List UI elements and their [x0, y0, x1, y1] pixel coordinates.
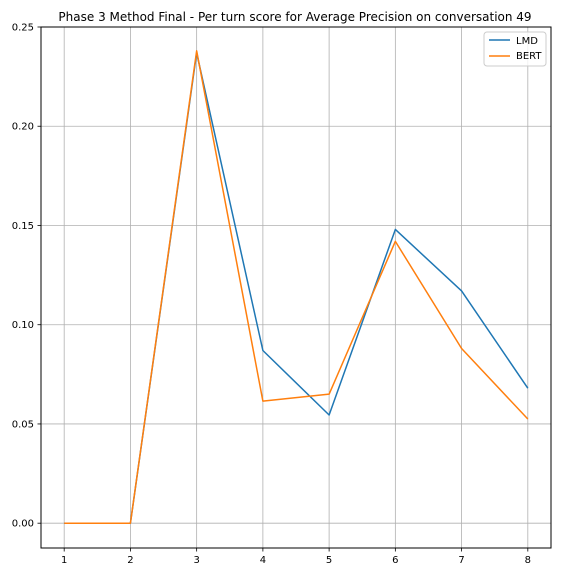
x-tick-label: 8 [525, 555, 531, 566]
x-tick-label: 4 [260, 555, 266, 566]
series-line-bert [64, 50, 529, 524]
y-tick-label: 0.15 [12, 221, 34, 232]
y-tick-label: 0.25 [12, 23, 34, 34]
x-tick-label: 5 [326, 555, 332, 566]
legend-label-lmd: LMD [516, 36, 538, 47]
chart-title: Phase 3 Method Final - Per turn score fo… [58, 10, 531, 24]
x-tick-label: 7 [458, 555, 464, 566]
x-tick-label: 2 [127, 555, 133, 566]
plot-frame [40, 26, 552, 549]
y-tick-label: 0.20 [12, 122, 34, 133]
x-tick-label: 1 [61, 555, 67, 566]
x-tick-label: 6 [392, 555, 398, 566]
y-tick-label: 0.10 [12, 320, 34, 331]
y-tick-label: 0.05 [12, 419, 34, 430]
y-tick-label: 0.00 [12, 519, 34, 530]
x-tick-label: 3 [193, 555, 199, 566]
legend: LMD BERT [483, 31, 547, 67]
axis-ticks: 1 2 3 4 5 6 7 8 0.00 0.05 0.10 0.15 0.20 0.25 [12, 23, 531, 567]
series-lines [64, 50, 529, 524]
legend-label-bert: BERT [516, 51, 542, 62]
